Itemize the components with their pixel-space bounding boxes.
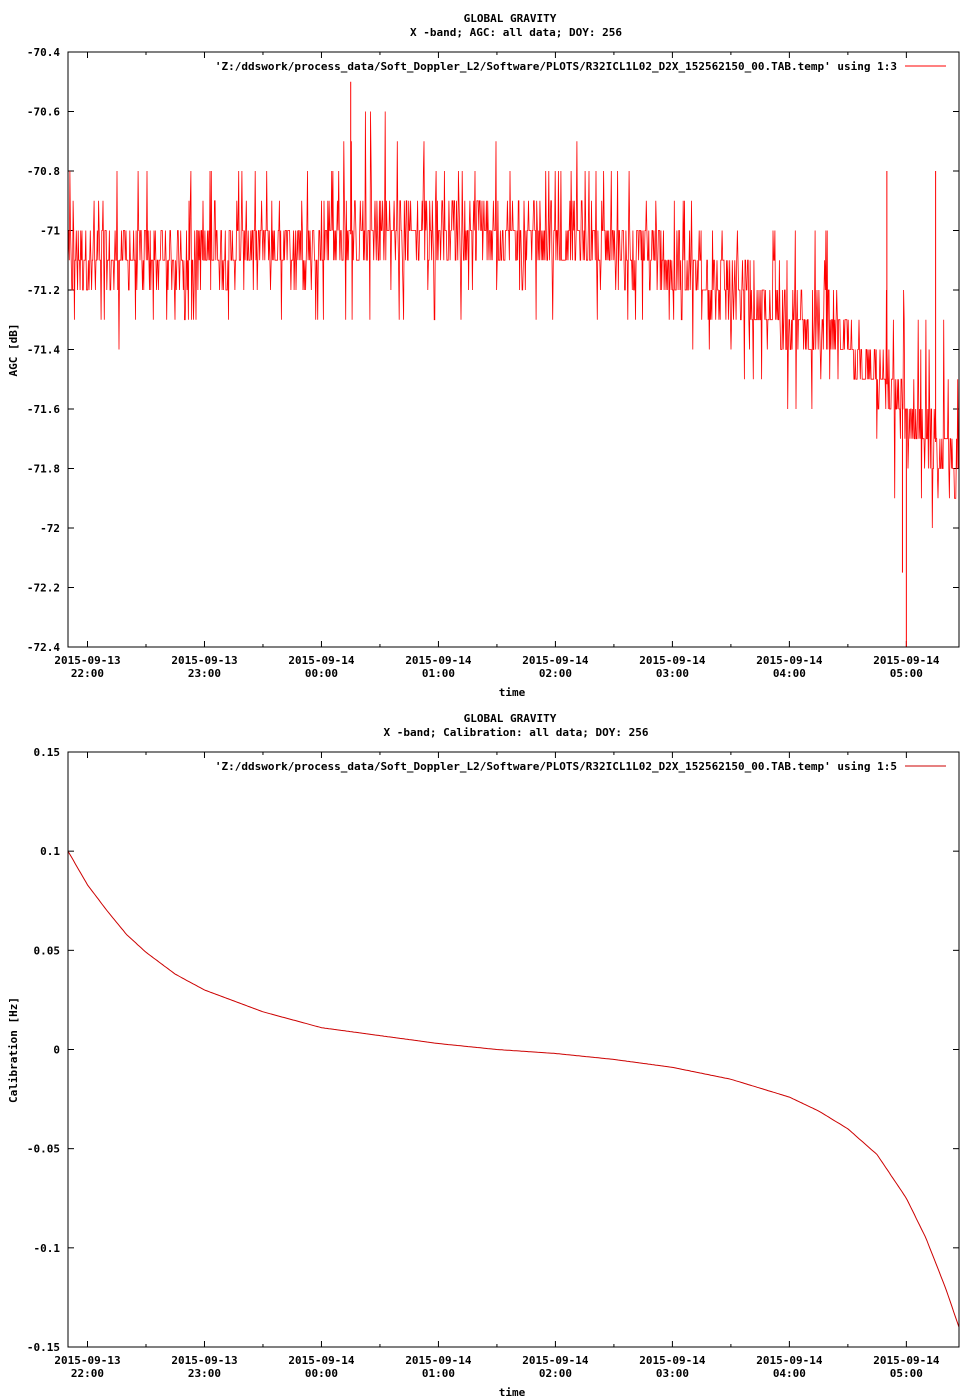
x-tick-date: 2015-09-14 [522, 654, 589, 667]
x-axis-ticks: 2015-09-1322:002015-09-1323:002015-09-14… [54, 52, 940, 680]
calibration-chart: GLOBAL GRAVITY X -band; Calibration: all… [7, 712, 960, 1399]
x-tick-time: 01:00 [422, 1367, 455, 1380]
y-tick-label: 0.1 [40, 845, 60, 858]
y-tick-label: -71.8 [27, 463, 60, 476]
y-axis-ticks: 0.15 0.1 0.05 0 -0.05 -0.1 -0.15 [27, 746, 959, 1354]
x-tick-date: 2015-09-14 [288, 1354, 355, 1367]
plot-frame [67, 51, 960, 648]
x-axis-label: time [499, 1386, 526, 1399]
x-tick-date: 2015-09-14 [873, 1354, 940, 1367]
x-tick-time: 03:00 [656, 667, 689, 680]
x-tick-time: 00:00 [305, 667, 338, 680]
plot-area [67, 850, 960, 1328]
x-tick-time: 04:00 [773, 1367, 806, 1380]
x-tick-time: 04:00 [773, 667, 806, 680]
x-tick-date: 2015-09-13 [171, 654, 237, 667]
legend-label: 'Z:/ddswork/process_data/Soft_Doppler_L2… [215, 760, 897, 773]
y-tick-label: -0.1 [34, 1242, 61, 1255]
y-tick-label: -71 [40, 225, 60, 238]
x-tick-date: 2015-09-13 [54, 1354, 120, 1367]
x-tick-date: 2015-09-14 [405, 654, 472, 667]
y-axis-label: Calibration [Hz] [7, 997, 20, 1103]
chart-subtitle: X -band; Calibration: all data; DOY: 256 [384, 726, 649, 739]
y-tick-label: -71.6 [27, 403, 60, 416]
x-tick-time: 00:00 [305, 1367, 338, 1380]
x-tick-date: 2015-09-14 [639, 654, 706, 667]
y-tick-label: -70.6 [27, 106, 60, 119]
chart-title: GLOBAL GRAVITY [464, 712, 557, 725]
x-tick-time: 23:00 [188, 1367, 221, 1380]
y-tick-label: -71.2 [27, 284, 60, 297]
y-tick-label: 0.05 [34, 944, 61, 957]
x-tick-date: 2015-09-14 [405, 1354, 472, 1367]
y-tick-label: -71.4 [27, 344, 60, 357]
chart-subtitle: X -band; AGC: all data; DOY: 256 [410, 26, 622, 39]
y-axis-label: AGC [dB] [7, 324, 20, 377]
x-tick-date: 2015-09-14 [756, 1354, 823, 1367]
x-axis-label: time [499, 686, 526, 699]
plot-frame [67, 751, 960, 1348]
x-tick-date: 2015-09-14 [639, 1354, 706, 1367]
x-tick-time: 02:00 [539, 667, 572, 680]
x-tick-date: 2015-09-13 [54, 654, 120, 667]
y-tick-label: -72 [40, 522, 60, 535]
y-tick-label: -0.05 [27, 1143, 60, 1156]
series-line [67, 850, 960, 1328]
x-tick-date: 2015-09-14 [756, 654, 823, 667]
x-axis-ticks: 2015-09-1322:002015-09-1323:002015-09-14… [54, 752, 940, 1380]
y-tick-label: -0.15 [27, 1341, 60, 1354]
x-tick-time: 05:00 [890, 667, 923, 680]
x-tick-time: 23:00 [188, 667, 221, 680]
x-tick-time: 01:00 [422, 667, 455, 680]
x-tick-time: 22:00 [71, 667, 104, 680]
x-tick-time: 05:00 [890, 1367, 923, 1380]
y-tick-label: -72.2 [27, 582, 60, 595]
x-tick-date: 2015-09-14 [288, 654, 355, 667]
y-axis-ticks: -70.4 -70.6 -70.8 -71 -71.2 -71.4 -71.6 -71.8 -7… [27, 46, 959, 654]
x-tick-time: 03:00 [656, 1367, 689, 1380]
series-line [67, 111, 960, 529]
y-tick-label: -72.4 [27, 641, 60, 654]
x-tick-date: 2015-09-14 [522, 1354, 589, 1367]
y-tick-label: 0.15 [34, 746, 61, 759]
plot-area [67, 81, 960, 647]
x-tick-time: 22:00 [71, 1367, 104, 1380]
x-tick-date: 2015-09-14 [873, 654, 940, 667]
y-tick-label: -70.4 [27, 46, 60, 59]
y-tick-label: -70.8 [27, 165, 60, 178]
chart-title: GLOBAL GRAVITY [464, 12, 557, 25]
y-tick-label: 0 [53, 1044, 60, 1057]
agc-chart: GLOBAL GRAVITY X -band; AGC: all data; D… [7, 12, 960, 699]
legend-label: 'Z:/ddswork/process_data/Soft_Doppler_L2… [215, 60, 897, 73]
x-tick-time: 02:00 [539, 1367, 572, 1380]
x-tick-date: 2015-09-13 [171, 1354, 237, 1367]
